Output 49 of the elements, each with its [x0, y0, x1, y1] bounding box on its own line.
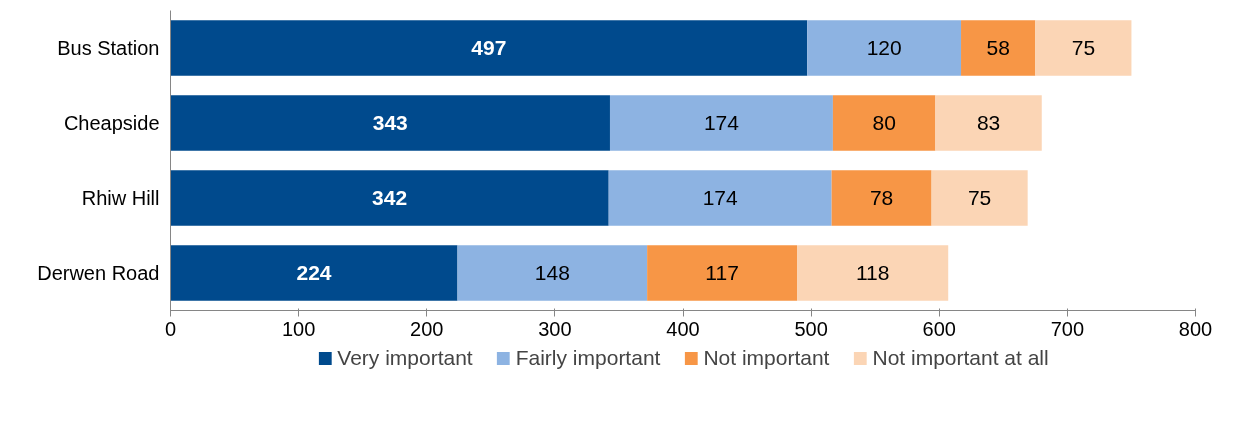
data-label: 343 [372, 111, 408, 134]
data-label: 118 [855, 261, 890, 284]
x-tick-label: 400 [666, 317, 700, 340]
data-label: 75 [967, 186, 992, 209]
bar [170, 20, 808, 76]
legend-label: Very important [337, 346, 473, 370]
y-tick-label: Derwen Road [37, 262, 160, 284]
x-tick-label: 300 [538, 317, 572, 340]
bar [170, 245, 458, 301]
x-tick-label: 800 [1178, 317, 1213, 340]
bar [807, 20, 962, 76]
x-tick-label: 500 [794, 317, 828, 340]
bar [457, 245, 648, 301]
bar [931, 170, 1028, 226]
legend-label: Not important [703, 346, 830, 370]
bar [831, 170, 932, 226]
data-label: 78 [869, 186, 894, 209]
bar [935, 95, 1042, 151]
data-label: 148 [534, 261, 570, 284]
x-tick-label: 600 [922, 317, 956, 340]
data-label: 342 [372, 186, 408, 209]
data-label: 174 [702, 186, 738, 209]
bar [609, 95, 833, 151]
y-tick-label: Cheapside [63, 112, 160, 134]
bar [608, 170, 832, 226]
data-label: 117 [705, 261, 739, 284]
legend-label: Not important at all [872, 346, 1049, 370]
data-label: 120 [866, 36, 902, 59]
bar [832, 95, 936, 151]
x-tick-label: 100 [281, 317, 316, 340]
data-label: 497 [471, 36, 507, 59]
x-tick-label: 0 [164, 317, 177, 340]
bar [647, 245, 798, 301]
data-label: 83 [976, 111, 1001, 134]
data-label: 58 [986, 36, 1010, 59]
y-tick-label: Rhiw Hill [81, 187, 160, 209]
bar [170, 95, 610, 151]
data-label: 174 [703, 111, 740, 134]
data-label: 75 [1071, 36, 1096, 59]
bar [1035, 20, 1132, 76]
legend-label: Fairly important [515, 346, 661, 370]
x-tick-label: 700 [1050, 317, 1085, 340]
x-tick-label: 200 [410, 317, 444, 340]
data-label: 80 [872, 111, 896, 134]
bar [170, 170, 609, 226]
y-tick-label: Bus Station [57, 37, 160, 59]
bar [961, 20, 1036, 76]
bar [797, 245, 949, 301]
data-label: 224 [296, 261, 332, 284]
